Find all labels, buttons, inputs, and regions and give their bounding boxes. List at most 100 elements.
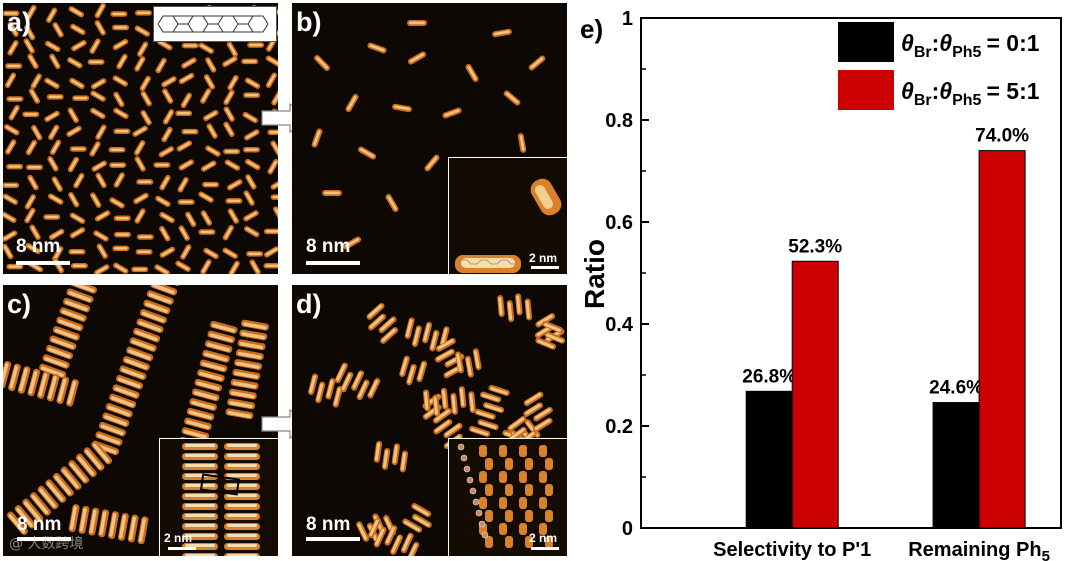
scale-bar-a bbox=[16, 261, 70, 265]
stm-molecule bbox=[243, 190, 255, 206]
inset-zigzag-unit bbox=[539, 445, 547, 457]
stm-molecule bbox=[87, 59, 105, 65]
stm-molecule bbox=[205, 57, 217, 73]
stm-molecule bbox=[25, 242, 41, 255]
stm-molecule bbox=[322, 190, 342, 196]
stm-molecule bbox=[25, 164, 43, 170]
scale-bar-d bbox=[306, 537, 360, 541]
inset-scale-bar-c bbox=[168, 547, 196, 550]
inset-zigzag-unit bbox=[485, 510, 493, 522]
stm-molecule bbox=[162, 88, 174, 104]
inset-atom bbox=[463, 465, 471, 473]
stm-molecule bbox=[227, 74, 239, 91]
inset-zigzag-unit bbox=[539, 523, 547, 535]
stm-molecule bbox=[134, 25, 151, 37]
stm-molecule bbox=[407, 51, 427, 65]
stm-molecule bbox=[200, 210, 213, 226]
stm-molecule bbox=[134, 56, 146, 72]
stm-molecule bbox=[267, 129, 278, 135]
watermark: @ 大数跨境 bbox=[9, 536, 84, 552]
stm-molecule bbox=[242, 146, 260, 153]
inset-atom bbox=[481, 531, 489, 539]
inset-d: 2 nm bbox=[448, 438, 567, 556]
inset-zigzag-unit bbox=[485, 484, 493, 496]
stm-molecule bbox=[67, 156, 80, 173]
stm-molecule bbox=[116, 53, 128, 70]
inset-atom bbox=[469, 487, 477, 495]
stm-molecule bbox=[48, 124, 60, 141]
stm-molecule bbox=[159, 225, 171, 242]
stm-molecule bbox=[140, 90, 152, 107]
stm-molecule bbox=[3, 124, 20, 136]
scale-bar-b bbox=[306, 261, 360, 265]
stm-molecule bbox=[3, 230, 18, 242]
zigzag-chain bbox=[308, 373, 343, 408]
stm-molecule bbox=[244, 158, 261, 171]
inset-zigzag-unit bbox=[485, 458, 493, 470]
inset-zigzag-unit bbox=[499, 497, 507, 509]
stm-molecule bbox=[153, 162, 171, 168]
stm-molecule bbox=[68, 249, 86, 255]
stm-molecule bbox=[112, 38, 129, 51]
inset-zigzag-unit bbox=[525, 536, 533, 548]
inset-zigzag-unit bbox=[525, 510, 533, 522]
stm-molecule bbox=[44, 110, 60, 122]
stm-molecule bbox=[367, 42, 387, 54]
stm-molecule bbox=[47, 193, 64, 205]
polymer-chain bbox=[6, 440, 113, 535]
inset-scale-bar-d bbox=[531, 547, 559, 550]
stm-molecule bbox=[3, 10, 20, 17]
bar-1-1 bbox=[978, 150, 1026, 529]
inset-zigzag-unit bbox=[545, 510, 553, 522]
inset-c: 2 nm bbox=[159, 438, 278, 556]
stm-molecule bbox=[314, 55, 330, 71]
inset-zigzag-unit bbox=[505, 484, 513, 496]
zigzag-chain bbox=[373, 440, 409, 473]
stm-molecule bbox=[159, 174, 171, 191]
inset-scale-label-b: 2 nm bbox=[529, 251, 558, 265]
stm-molecule bbox=[136, 234, 154, 240]
stm-molecule bbox=[89, 141, 101, 157]
stm-molecule bbox=[113, 172, 125, 188]
inset-zigzag-unit bbox=[485, 536, 493, 548]
chart-panel-label: e) bbox=[580, 14, 603, 44]
stm-molecule bbox=[243, 210, 259, 222]
stm-molecule bbox=[68, 191, 80, 208]
stm-panel-b: 2 nm b) 8 nm bbox=[292, 3, 567, 274]
stm-molecule bbox=[178, 159, 195, 171]
inset-zigzag-unit bbox=[545, 484, 553, 496]
stm-molecule bbox=[385, 193, 399, 213]
stm-molecule bbox=[198, 229, 216, 235]
stm-molecule bbox=[90, 90, 106, 102]
inset-atom bbox=[460, 454, 468, 462]
scale-bar-label-a: 8 nm bbox=[16, 236, 61, 257]
stm-molecule bbox=[222, 224, 234, 241]
stm-panel-d: 2 nm d) 8 nm bbox=[292, 285, 567, 556]
stm-molecule bbox=[272, 206, 278, 222]
stm-molecule bbox=[72, 95, 90, 101]
inset-scale-bar-b bbox=[531, 266, 559, 269]
stm-molecule bbox=[23, 38, 35, 54]
x-tick-label: Selectivity to P'1 bbox=[713, 539, 871, 561]
stm-molecule bbox=[226, 179, 243, 191]
chart-legend: θBr:θPh5 = 0:1 θBr:θPh5 = 5:1 bbox=[838, 22, 1040, 110]
stm-molecule bbox=[27, 53, 39, 70]
stm-molecule bbox=[71, 39, 87, 52]
inset-zigzag-unit bbox=[519, 471, 527, 483]
stm-molecule bbox=[90, 78, 107, 90]
y-tick-label: 0 bbox=[622, 518, 633, 540]
stm-molecule bbox=[113, 107, 129, 120]
stm-molecule bbox=[271, 90, 278, 106]
inset-b: 2 nm bbox=[448, 157, 567, 274]
stm-molecule bbox=[205, 145, 221, 157]
stm-molecule bbox=[177, 176, 189, 193]
stm-molecule bbox=[3, 182, 20, 188]
stm-molecule bbox=[48, 228, 65, 240]
stm-molecule bbox=[67, 57, 83, 69]
stm-molecule bbox=[68, 6, 85, 18]
stm-molecule bbox=[154, 264, 170, 274]
stm-molecule bbox=[203, 74, 216, 90]
stm-molecule bbox=[465, 63, 479, 83]
stm-molecule bbox=[4, 72, 17, 88]
stm-molecule bbox=[94, 3, 106, 19]
